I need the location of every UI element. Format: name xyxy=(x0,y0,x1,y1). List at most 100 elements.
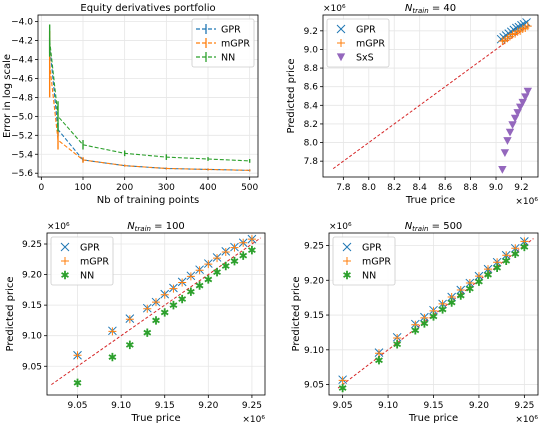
y-tick-label: 9.15 xyxy=(22,301,42,311)
legend-marker-nn xyxy=(61,270,69,280)
chart-panel-3: 9.05 9.10 9.15 9.20 9.25 9.05 9.10 9.15 9.20 9.25… xyxy=(5,221,266,425)
y-tick-label: 9.20 xyxy=(304,276,324,286)
data-point xyxy=(125,340,134,350)
identity-line xyxy=(337,238,534,389)
legend-label-mgpr: mGPR xyxy=(80,257,109,268)
chart-title: Ntrain = 500 xyxy=(405,221,463,233)
x-scale-label: ×10⁶ xyxy=(515,415,538,425)
data-point xyxy=(511,249,520,259)
data-point xyxy=(510,114,520,123)
data-point xyxy=(213,267,221,277)
data-point xyxy=(493,263,502,272)
x-tick-label: 7.8 xyxy=(336,183,351,193)
data-point xyxy=(204,275,213,284)
data-point xyxy=(500,149,510,157)
data-point xyxy=(429,312,438,321)
data-point xyxy=(523,22,532,31)
data-point xyxy=(375,356,383,365)
data-point xyxy=(73,351,82,360)
data-point xyxy=(152,298,160,307)
y-tick-label: 9.2 xyxy=(304,27,318,37)
legend-label-nn: NN xyxy=(80,271,94,282)
legend-label-gpr: GPR xyxy=(356,25,376,36)
data-point xyxy=(143,328,152,337)
y-scale-label: ×10⁶ xyxy=(47,222,70,232)
x-tick-label: 200 xyxy=(116,183,133,193)
identity-line xyxy=(332,24,530,170)
data-point xyxy=(204,260,213,269)
y-tick-label: −5.6 xyxy=(11,169,33,179)
x-scale-label: ×10⁶ xyxy=(242,415,265,425)
data-point xyxy=(73,378,82,387)
data-point xyxy=(438,305,447,314)
series-nn xyxy=(338,242,529,393)
x-axis-label: Nb of training points xyxy=(97,195,199,206)
axes-frame xyxy=(46,232,266,396)
legend-marker-mgpr xyxy=(337,39,345,47)
data-point xyxy=(221,261,230,271)
data-point xyxy=(239,238,248,247)
legend-marker-mgpr xyxy=(343,257,351,265)
data-point xyxy=(522,18,531,27)
x-tick-label: 9.10 xyxy=(111,401,131,411)
legend-marker-gpr xyxy=(342,242,352,252)
y-scale-label: ×10⁶ xyxy=(329,222,352,232)
x-tick-label: 8.4 xyxy=(413,183,428,193)
x-tick-label: 100 xyxy=(74,183,91,193)
data-point xyxy=(374,349,383,358)
data-point xyxy=(239,251,248,260)
data-point xyxy=(475,277,483,286)
legend-label-nn: NN xyxy=(362,271,376,282)
y-tick-label: 9.05 xyxy=(22,362,42,372)
legend-label-gpr: GPR xyxy=(362,243,382,254)
data-point xyxy=(169,300,178,310)
data-point xyxy=(393,340,402,349)
series-mgpr xyxy=(73,235,256,360)
x-scale-label: ×10⁶ xyxy=(515,197,538,207)
chart-panel-2: 7.8 8.0 8.2 8.4 8.6 8.8 9.0 9.2 7.8 8.0 8.2 8.4 8.6 8… xyxy=(286,3,539,207)
series-nn xyxy=(48,24,251,163)
y-tick-label: −4.4 xyxy=(11,56,33,66)
data-point xyxy=(520,242,529,252)
series-mgpr xyxy=(498,22,532,46)
legend-box xyxy=(191,18,255,68)
y-tick-label: 8.0 xyxy=(304,139,319,149)
y-scale-label: ×10⁶ xyxy=(323,4,346,14)
data-point xyxy=(186,287,195,296)
x-axis-label: True price xyxy=(405,195,455,206)
data-point xyxy=(160,308,169,317)
data-point xyxy=(160,290,169,299)
legend: GPR mGPR NN xyxy=(332,236,396,286)
y-tick-label: −5.0 xyxy=(11,112,33,122)
data-point xyxy=(248,245,256,255)
legend-label-gpr: GPR xyxy=(80,243,100,254)
data-point xyxy=(521,93,530,102)
x-axis-label: True price xyxy=(130,413,180,424)
data-point xyxy=(447,298,456,307)
x-tick-label: 9.25 xyxy=(514,401,534,411)
data-point xyxy=(169,284,178,293)
data-point xyxy=(152,316,160,325)
legend-label-mgpr: mGPR xyxy=(356,39,385,50)
data-point xyxy=(230,256,239,266)
x-tick-label: 8.6 xyxy=(438,183,453,193)
data-point xyxy=(178,294,187,304)
x-tick-label: 9.25 xyxy=(242,401,262,411)
chart-panel-1: 0 100 200 300 400 500 −5.6 −5.4 −5.2 −5.0 −4.8 −4.6… xyxy=(2,3,259,206)
y-tick-label: 9.25 xyxy=(304,242,324,252)
legend: GPR mGPR NN xyxy=(50,236,114,286)
y-axis-label: Predicted price xyxy=(291,276,302,351)
y-tick-label: 9.15 xyxy=(304,311,324,321)
data-point xyxy=(125,315,134,324)
chart-title: Ntrain = 40 xyxy=(405,3,456,15)
axes-frame xyxy=(322,14,539,178)
y-axis-label: Predicted price xyxy=(5,276,16,351)
y-tick-label: 9.10 xyxy=(304,346,324,356)
data-point xyxy=(513,109,522,117)
y-tick-label: 8.2 xyxy=(304,120,318,130)
data-point xyxy=(505,128,515,137)
y-axis-label: Predicted price xyxy=(286,58,297,133)
data-point xyxy=(108,327,117,336)
y-tick-label: −4.6 xyxy=(11,74,33,84)
